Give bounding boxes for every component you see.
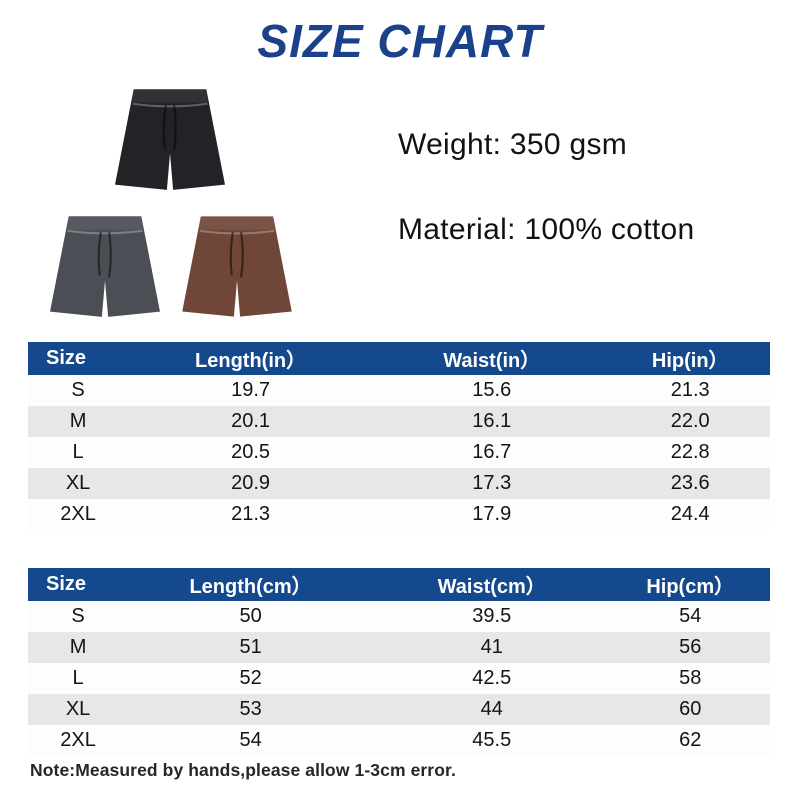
table-row: S 19.7 15.6 21.3: [28, 375, 770, 406]
header-row: Size Length(in） Waist(in） Hip(in）: [28, 342, 770, 375]
table-row: L 20.5 16.7 22.8: [28, 437, 770, 468]
measurement-cell: 16.7: [472, 441, 512, 463]
size-cell: 2XL: [60, 729, 96, 751]
column-header: Length(in）: [128, 342, 374, 375]
column-header: Waist(in）: [373, 342, 611, 375]
drawstring: [108, 231, 112, 278]
table-row: XL 20.9 17.3 23.6: [28, 468, 770, 499]
measurement-cell: 44: [480, 698, 503, 720]
measurement-cell: 51: [239, 636, 262, 658]
table-row: S 50 39.5 54: [28, 601, 770, 632]
size-table-cm: Size Length(cm） Waist(cm） Hip(cm） S 50 39.5 54 M…: [28, 568, 770, 756]
weight-spec: Weight: 350 gsm: [398, 128, 628, 161]
measurement-cell: 24.4: [670, 503, 710, 525]
table-row: 2XL 21.3 17.9 24.4: [28, 499, 770, 530]
measurement-cell: 58: [679, 667, 702, 689]
measurement-cell: 42.5: [472, 667, 512, 689]
size-cell: XL: [65, 472, 91, 494]
measurement-cell: 56: [679, 636, 702, 658]
measurement-cell: 41: [480, 636, 503, 658]
shorts-body: [115, 89, 225, 190]
size-cell: S: [71, 605, 85, 627]
column-header: Size: [28, 568, 129, 601]
size-cell: L: [72, 441, 84, 463]
measurement-cell: 45.5: [472, 729, 512, 751]
column-header: Hip(in）: [610, 342, 770, 375]
measurement-cell: 17.3: [472, 472, 512, 494]
measurement-cell: 22.0: [670, 410, 710, 432]
size-cell: XL: [65, 698, 91, 720]
measurement-cell: 20.5: [231, 441, 271, 463]
drawstring: [97, 231, 102, 276]
drawstring: [173, 104, 177, 151]
measurement-cell: 17.9: [472, 503, 512, 525]
measurement-cell: 54: [239, 729, 262, 751]
size-table: Size Length(cm） Waist(cm） Hip(cm） S 50 39.5 54 M…: [28, 568, 770, 756]
table-row: M 51 41 56: [28, 632, 770, 663]
measurement-cell: 21.3: [670, 379, 710, 401]
table-row: 2XL 54 45.5 62: [28, 725, 770, 756]
size-cell: M: [69, 636, 87, 658]
measurement-cell: 19.7: [231, 379, 271, 401]
header-row: Size Length(cm） Waist(cm） Hip(cm）: [28, 568, 770, 601]
shorts-body: [50, 216, 160, 317]
page-title: SIZE CHART: [257, 15, 543, 67]
drawstring: [162, 104, 167, 149]
column-header: Size: [28, 342, 129, 375]
measurement-cell: 16.1: [472, 410, 512, 432]
measurement-cell: 15.6: [472, 379, 512, 401]
measurement-cell: 62: [679, 729, 702, 751]
black-shorts-image: [115, 89, 225, 190]
table-row: M 20.1 16.1 22.0: [28, 406, 770, 437]
measurement-cell: 54: [679, 605, 702, 627]
measurement-cell: 21.3: [231, 503, 271, 525]
table-row: XL 53 44 60: [28, 694, 770, 725]
measurement-cell: 20.1: [231, 410, 271, 432]
drawstring: [229, 231, 234, 276]
size-table-inches: Size Length(in） Waist(in） Hip(in） S 19.7 15.6 2…: [28, 342, 770, 530]
measurement-cell: 50: [239, 605, 262, 627]
material-spec: Material: 100% cotton: [398, 213, 695, 246]
measurement-cell: 39.5: [472, 605, 512, 627]
size-cell: S: [71, 379, 85, 401]
measurement-note: Note:Measured by hands,please allow 1-3c…: [30, 760, 456, 780]
column-header: Waist(cm）: [373, 568, 611, 601]
measurement-cell: 22.8: [670, 441, 710, 463]
drawstring: [240, 231, 244, 278]
column-header: Hip(cm）: [610, 568, 770, 601]
measurement-cell: 20.9: [231, 472, 271, 494]
column-header: Length(cm）: [128, 568, 374, 601]
charcoal-shorts-image: [50, 216, 160, 317]
size-cell: 2XL: [60, 503, 96, 525]
size-cell: L: [72, 667, 84, 689]
table-row: L 52 42.5 58: [28, 663, 770, 694]
measurement-cell: 60: [679, 698, 702, 720]
brown-shorts-image: [182, 216, 292, 317]
measurement-cell: 53: [239, 698, 262, 720]
measurement-cell: 23.6: [670, 472, 710, 494]
size-cell: M: [69, 410, 87, 432]
size-table: Size Length(in） Waist(in） Hip(in） S 19.7 15.6 2…: [28, 342, 770, 530]
measurement-cell: 52: [239, 667, 262, 689]
shorts-body: [182, 216, 292, 317]
